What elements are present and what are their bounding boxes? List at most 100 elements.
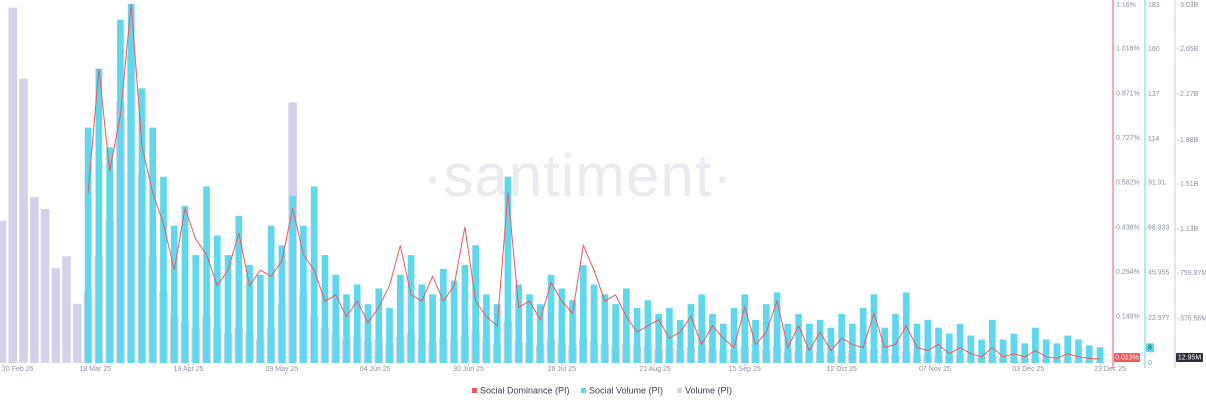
legend-swatch (472, 388, 477, 393)
current-value-label: 8 (1148, 345, 1152, 352)
x-tick-label: 03 Dec 25 (1012, 366, 1044, 373)
bar (235, 215, 243, 363)
x-tick-label: 18 Mar 25 (80, 366, 112, 373)
bar (849, 323, 856, 363)
bar (278, 245, 286, 363)
bar (407, 255, 415, 363)
bar (246, 264, 253, 363)
bar (590, 284, 598, 363)
current-value-badge (1176, 353, 1203, 362)
bar (504, 176, 512, 363)
bar (999, 339, 1007, 363)
bar (396, 274, 404, 363)
bar (289, 196, 296, 363)
current-value-label: 12.95M (1178, 354, 1202, 361)
x-tick-label: 23 Dec 25 (1094, 366, 1126, 373)
bar (666, 308, 673, 363)
bar (1021, 343, 1028, 363)
bar (752, 319, 759, 363)
x-tick-label: 13 Apr 25 (174, 366, 204, 373)
current-value-badge (1114, 353, 1140, 362)
bar (719, 323, 727, 363)
y-tick-label: 1.88B (1180, 137, 1199, 144)
x-tick-label: 04 Jun 25 (360, 366, 391, 373)
bar (816, 319, 824, 363)
bar (450, 280, 458, 363)
bar (956, 323, 964, 363)
bar (623, 288, 630, 363)
bar (569, 300, 576, 363)
bar (418, 284, 426, 363)
bar (332, 274, 340, 363)
bar (181, 206, 189, 363)
y-tick-label: 1.16% (1116, 2, 1136, 9)
bar (149, 127, 157, 363)
bar (170, 225, 178, 363)
bar (1075, 339, 1082, 363)
x-tick-label: 09 May 25 (266, 366, 299, 373)
bar (773, 292, 781, 363)
bar (989, 319, 996, 363)
y-tick-label: 2.27B (1180, 91, 1199, 98)
bar (375, 288, 383, 363)
bar (709, 313, 716, 363)
x-tick-label: 15 Sep 25 (729, 366, 761, 373)
legend-label: Volume (PI) (685, 385, 732, 395)
bar (913, 323, 921, 363)
bar (536, 304, 544, 363)
bar (558, 288, 566, 363)
y-tick-label: 0.582% (1116, 180, 1140, 187)
bar (698, 294, 706, 363)
y-tick-label: 114 (1148, 136, 1159, 143)
y-tick-label: 0.294% (1116, 269, 1140, 276)
bar (62, 256, 71, 363)
bar (192, 255, 200, 363)
current-value-label: 0.013% (1115, 354, 1139, 361)
bar (795, 313, 802, 363)
y-tick-label: 375.56M (1180, 315, 1206, 322)
legend: Social Dominance (PI) Social Volume (PI) V… (472, 385, 732, 395)
bar (493, 304, 501, 363)
y-tick-label: 0 (1148, 360, 1152, 367)
bar (827, 327, 835, 363)
bar (526, 294, 533, 363)
bar (515, 284, 523, 363)
bar (676, 319, 684, 363)
bar (1096, 347, 1104, 363)
bar (967, 335, 975, 363)
y-tick-label: 759.87M (1180, 270, 1206, 277)
x-tick-label: 20 Feb 25 (2, 366, 34, 373)
bar (40, 208, 50, 363)
bar (8, 7, 18, 364)
bar (655, 313, 662, 363)
y-tick-label: 183 (1148, 2, 1160, 9)
bar (429, 294, 436, 363)
y-tick-label: 45.955 (1148, 270, 1170, 277)
bar (483, 294, 490, 363)
x-tick-label: 21 Aug 25 (639, 366, 671, 373)
bar (203, 186, 210, 363)
bar (644, 300, 652, 363)
bar (1053, 343, 1061, 363)
y-tick-label: 0.727% (1116, 135, 1140, 142)
bar (547, 274, 555, 363)
legend-swatch (581, 388, 586, 393)
legend-swatch (677, 388, 682, 393)
bar (762, 304, 770, 363)
bar (881, 327, 889, 363)
y-tick-label: 22.977 (1148, 315, 1170, 322)
bar (601, 294, 609, 363)
bar (138, 88, 146, 363)
bar (945, 333, 953, 363)
legend-label: Social Dominance (PI) (480, 385, 570, 395)
bar (892, 313, 899, 363)
bar (924, 319, 932, 363)
y-tick-label: 0.438% (1116, 224, 1140, 231)
x-tick-label: 12 Oct 25 (826, 366, 856, 373)
bar (300, 225, 307, 363)
bar (461, 264, 469, 363)
bar (612, 304, 619, 363)
bar (859, 308, 867, 363)
